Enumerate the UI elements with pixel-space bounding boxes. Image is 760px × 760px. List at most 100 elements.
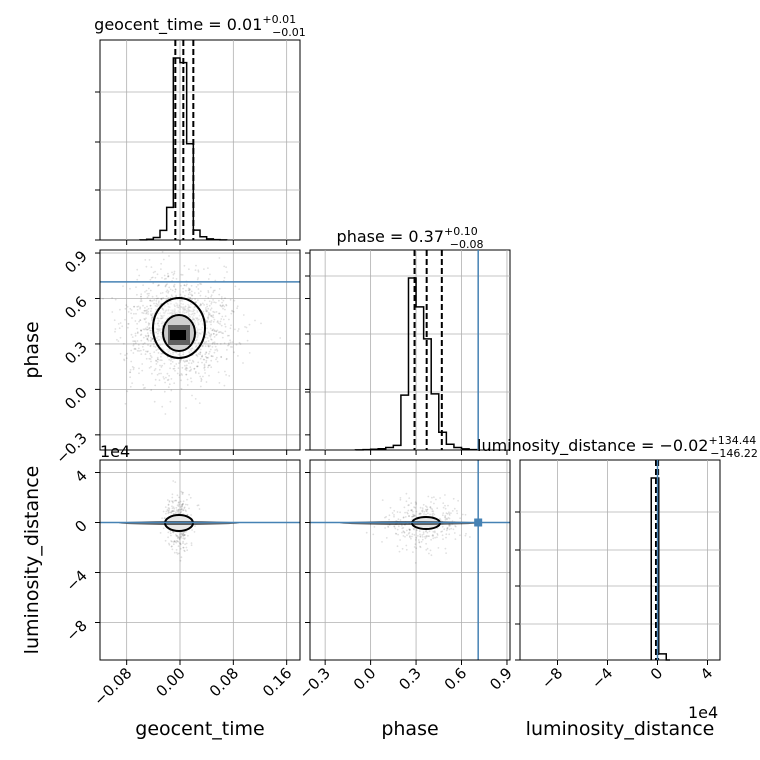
- scatter-point: [157, 331, 160, 333]
- scatter-point: [415, 510, 418, 513]
- scatter-point: [174, 312, 177, 315]
- scatter-point: [161, 405, 164, 408]
- scatter-point: [172, 506, 175, 509]
- scatter-point: [175, 351, 178, 354]
- scatter-point: [415, 502, 418, 505]
- scatter-point: [222, 307, 224, 310]
- scatter-point: [195, 301, 198, 303]
- scatter-point: [168, 511, 171, 514]
- scatter-point: [149, 304, 152, 307]
- scatter-point: [184, 305, 187, 308]
- scatter-point: [183, 284, 186, 287]
- scatter-point: [156, 328, 159, 331]
- y-tick-label: 0.3: [61, 338, 91, 368]
- scatter-point: [151, 316, 153, 319]
- scatter-point: [222, 299, 225, 302]
- scatter-point: [176, 540, 179, 542]
- scatter-point: [147, 350, 149, 353]
- scatter-point: [415, 503, 417, 506]
- scatter-point: [165, 284, 168, 286]
- scatter-point: [425, 549, 428, 551]
- scatter-point: [160, 372, 162, 375]
- scatter-point: [144, 309, 147, 312]
- scatter-point: [117, 323, 120, 325]
- scatter-point: [147, 328, 150, 331]
- scatter-point: [221, 315, 224, 318]
- scatter-point: [175, 509, 178, 512]
- scatter-point: [186, 503, 189, 506]
- scatter-point: [181, 366, 184, 369]
- scatter-point: [151, 338, 154, 340]
- scatter-point: [158, 304, 161, 307]
- panel-scatter-phase-geocent-time: [99, 249, 301, 451]
- scatter-point: [151, 313, 154, 315]
- scatter-point: [223, 276, 226, 279]
- scatter-point: [176, 536, 179, 539]
- scatter-point: [168, 306, 171, 309]
- scatter-point: [158, 328, 160, 331]
- scatter-point: [201, 361, 203, 364]
- scatter-point: [168, 543, 171, 546]
- scatter-point: [172, 273, 175, 276]
- scatter-point: [194, 346, 197, 348]
- scatter-point: [211, 342, 214, 345]
- scatter-point: [454, 525, 456, 527]
- scatter-point: [139, 307, 141, 310]
- scatter-point: [201, 323, 204, 325]
- scatter-point: [224, 370, 226, 373]
- title-prefix: geocent_time =: [94, 15, 227, 35]
- scatter-point: [160, 298, 163, 301]
- scatter-point: [205, 361, 208, 364]
- scatter-point: [156, 317, 159, 319]
- scatter-point: [187, 296, 190, 299]
- scatter-point: [426, 547, 429, 550]
- scatter-point: [203, 304, 206, 306]
- scatter-point: [167, 290, 170, 293]
- scatter-point: [410, 509, 413, 512]
- scatter-point: [209, 286, 212, 289]
- scatter-point: [157, 302, 160, 304]
- scatter-point: [201, 302, 204, 305]
- scatter-point: [205, 307, 207, 309]
- scatter-point: [435, 498, 437, 501]
- scatter-point: [186, 513, 189, 516]
- scatter-point: [150, 336, 152, 339]
- scatter-point: [188, 351, 191, 354]
- scatter-point: [170, 309, 173, 312]
- scatter-point: [448, 533, 451, 536]
- scatter-point: [372, 533, 375, 536]
- scatter-point: [197, 292, 200, 294]
- scatter-point: [456, 510, 458, 512]
- scatter-point: [125, 357, 128, 360]
- scatter-point: [195, 264, 197, 267]
- scatter-point: [169, 400, 172, 403]
- scatter-point: [426, 531, 429, 534]
- scatter-point: [188, 313, 191, 315]
- scatter-point: [138, 274, 141, 277]
- scatter-point: [399, 519, 402, 521]
- scatter-point: [158, 325, 161, 328]
- scatter-point: [181, 274, 184, 276]
- x-tick-label: 0.6: [441, 664, 471, 694]
- scatter-point: [212, 355, 214, 358]
- scatter-point: [193, 531, 196, 533]
- scatter-point: [163, 517, 166, 519]
- scatter-point: [424, 508, 427, 511]
- scatter-point: [141, 345, 144, 348]
- scatter-point: [178, 354, 181, 356]
- scatter-point: [187, 534, 189, 537]
- scatter-point: [181, 374, 184, 376]
- scatter-point: [127, 323, 129, 325]
- scatter-point: [205, 320, 208, 322]
- scatter-point: [444, 507, 447, 510]
- scatter-point: [218, 293, 221, 296]
- scatter-point: [162, 315, 165, 317]
- title-prefix: luminosity_distance =: [477, 436, 659, 456]
- scatter-point: [185, 284, 188, 287]
- scatter-point: [182, 491, 185, 494]
- scatter-point: [132, 352, 135, 354]
- scatter-point: [170, 294, 173, 297]
- scatter-point: [423, 510, 426, 513]
- scatter-point: [242, 314, 245, 316]
- scatter-point: [140, 295, 142, 298]
